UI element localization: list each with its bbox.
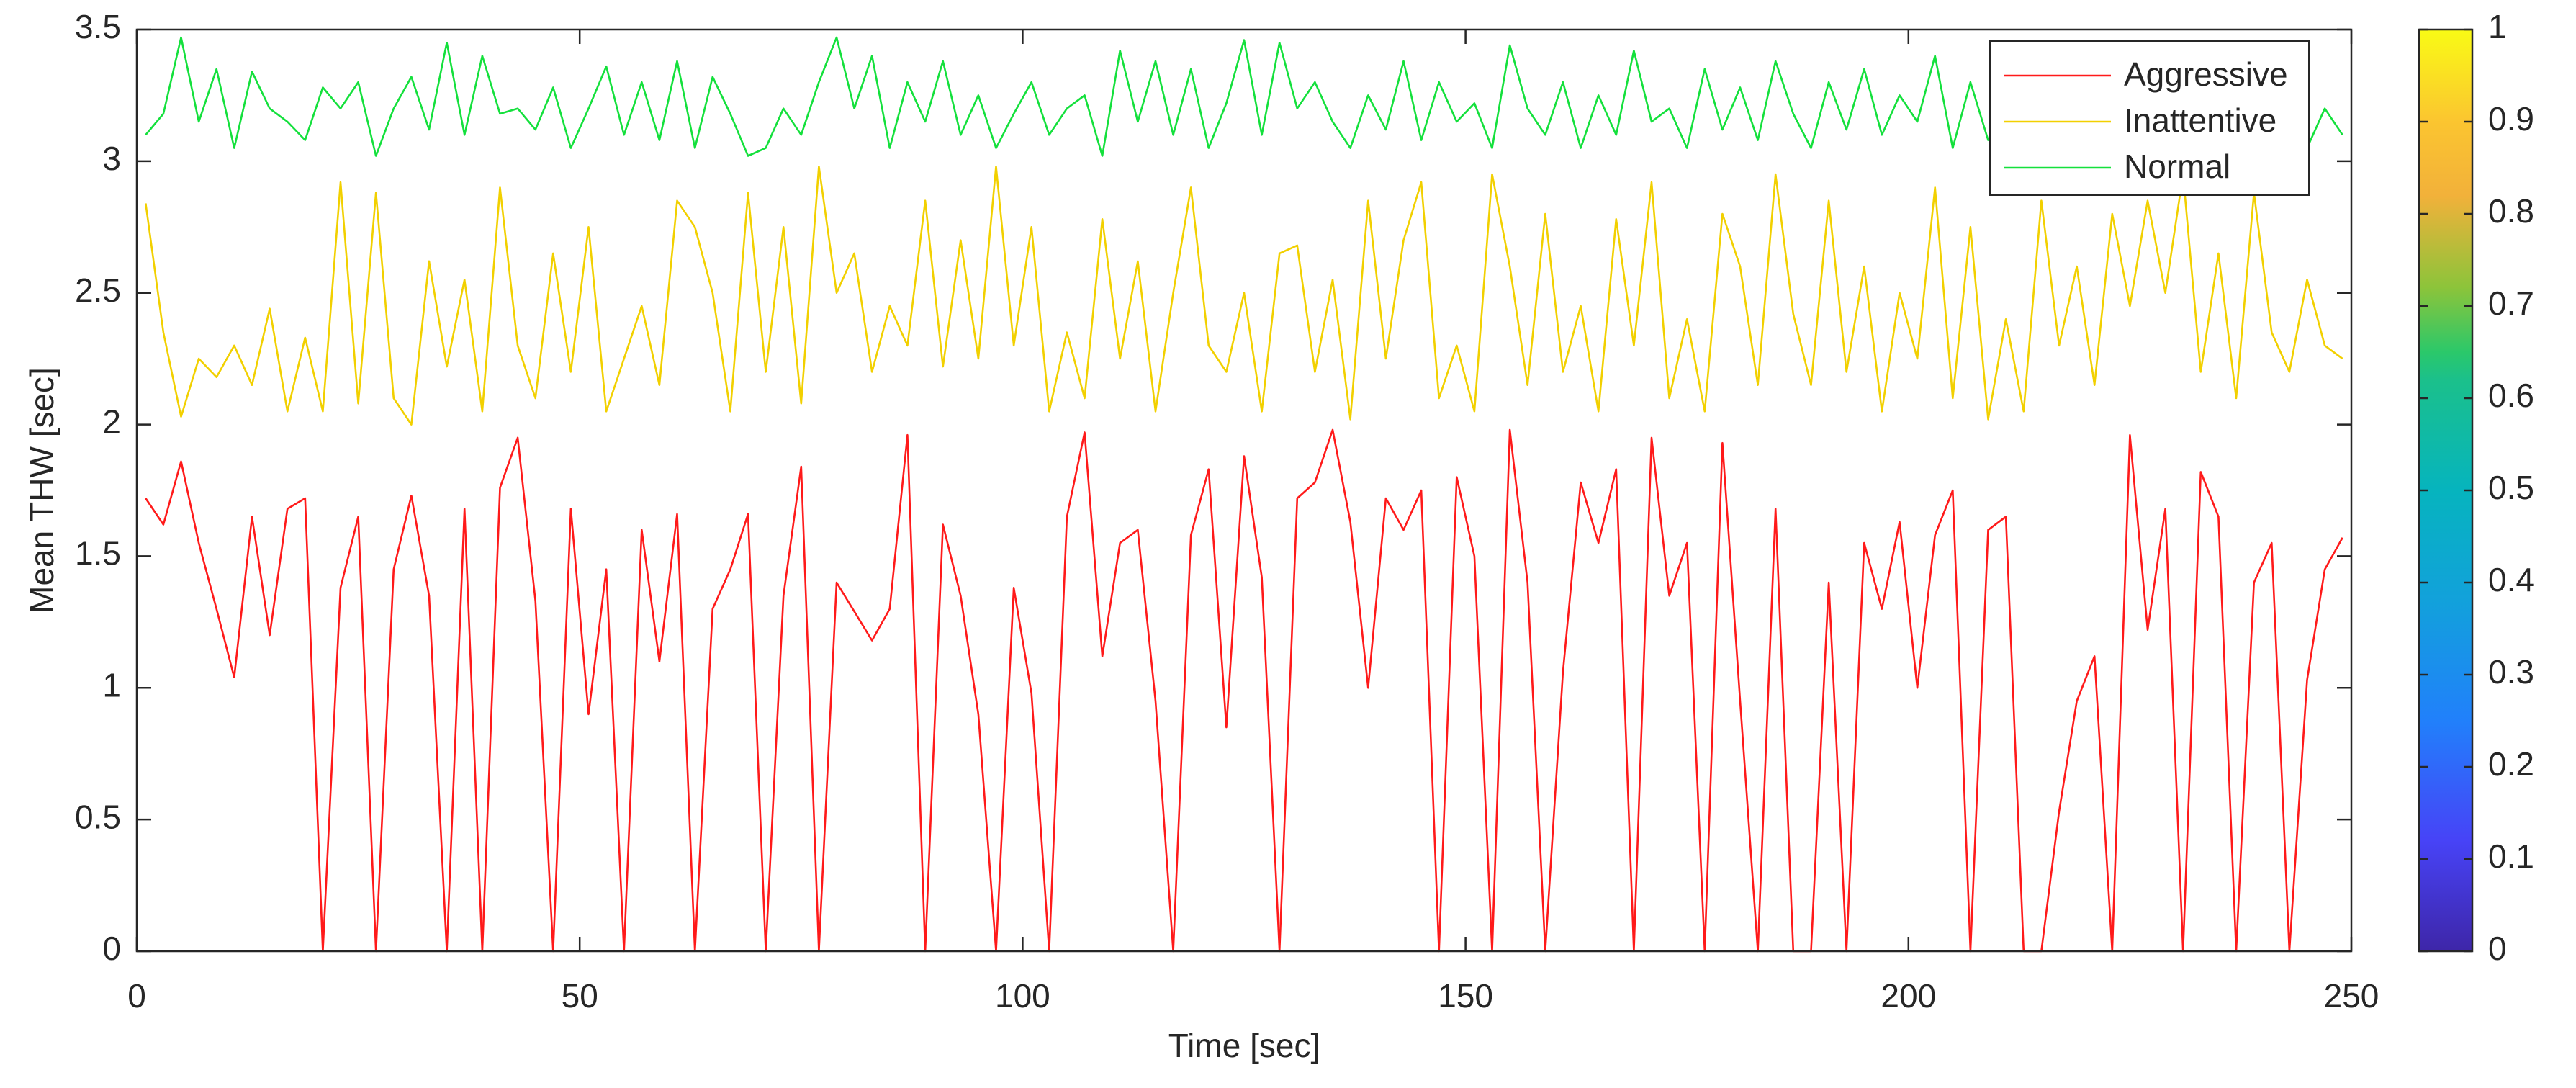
axes-box [135, 28, 2353, 953]
y-tick-label: 3 [102, 140, 121, 177]
legend-label: Normal [2124, 148, 2230, 185]
x-tick-label: 0 [127, 977, 146, 1015]
y-tick-label: 2.5 [75, 271, 121, 309]
legend-label: Inattentive [2124, 102, 2276, 139]
x-axis-label: Time [sec] [1168, 1027, 1320, 1064]
colorbar-tick-label: 0.2 [2488, 745, 2534, 783]
x-tick-label: 50 [562, 977, 598, 1015]
x-tick-label: 250 [2324, 977, 2379, 1015]
legend-label: Aggressive [2124, 55, 2288, 93]
y-tick-label: 0 [102, 930, 121, 967]
colorbar-tick-label: 0.8 [2488, 192, 2534, 230]
y-tick-label: 2 [102, 403, 121, 441]
colorbar-tick-label: 0.4 [2488, 561, 2534, 598]
colorbar-tick-label: 0.6 [2488, 377, 2534, 414]
x-tick-label: 200 [1881, 977, 1936, 1015]
colorbar-tick-label: 0 [2488, 930, 2507, 967]
colorbar-tick-label: 0.7 [2488, 284, 2534, 322]
series-line [145, 36, 2343, 157]
y-tick-label: 0.5 [75, 798, 121, 835]
colorbar [2418, 28, 2474, 953]
colorbar-tick-label: 1 [2488, 8, 2507, 45]
legend [1989, 40, 2310, 196]
plot-area [137, 30, 2351, 951]
colorbar-tick-label: 0.5 [2488, 469, 2534, 506]
x-tick-label: 100 [995, 977, 1050, 1015]
series-line [145, 428, 2343, 953]
y-axis-label: Mean THW [sec] [23, 367, 60, 613]
y-tick-label: 3.5 [75, 8, 121, 45]
colorbar-tick-label: 0.1 [2488, 837, 2534, 875]
x-tick-label: 150 [1438, 977, 1493, 1015]
y-tick-label: 1.5 [75, 535, 121, 572]
series-line [145, 165, 2343, 426]
y-tick-label: 1 [102, 666, 121, 703]
colorbar-tick-label: 0.3 [2488, 653, 2534, 691]
colorbar-tick-label: 0.9 [2488, 100, 2534, 138]
